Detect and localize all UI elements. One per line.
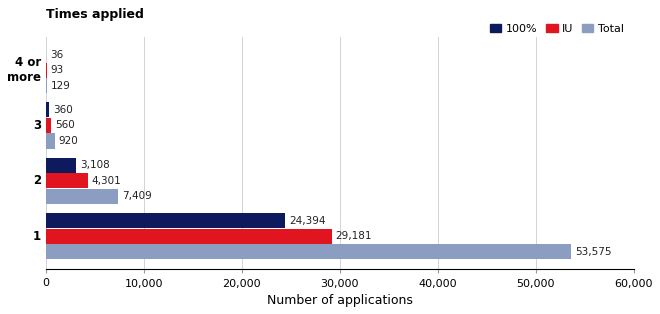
Text: 920: 920	[59, 136, 79, 146]
Bar	[46, 173, 88, 188]
Text: 36: 36	[50, 50, 63, 60]
Bar	[46, 62, 47, 78]
Text: 129: 129	[51, 81, 71, 91]
Text: 7,409: 7,409	[122, 191, 152, 201]
Text: 29,181: 29,181	[336, 231, 372, 241]
Bar	[46, 78, 47, 93]
Text: 4,301: 4,301	[92, 176, 121, 186]
Text: 560: 560	[55, 121, 75, 131]
Text: 53,575: 53,575	[575, 247, 611, 257]
Legend: 100%, IU, Total: 100%, IU, Total	[486, 19, 628, 38]
Bar	[46, 102, 50, 117]
Bar	[46, 158, 77, 173]
Bar	[46, 213, 285, 228]
Text: 3,108: 3,108	[80, 160, 110, 171]
Bar	[46, 133, 55, 149]
Text: 93: 93	[51, 65, 64, 75]
Text: 24,394: 24,394	[289, 216, 325, 226]
X-axis label: Number of applications: Number of applications	[267, 294, 412, 307]
Bar	[46, 189, 118, 204]
Text: Times applied: Times applied	[46, 8, 144, 21]
Text: 360: 360	[53, 105, 73, 115]
Bar	[46, 229, 332, 244]
Bar	[46, 244, 571, 259]
Bar	[46, 118, 51, 133]
